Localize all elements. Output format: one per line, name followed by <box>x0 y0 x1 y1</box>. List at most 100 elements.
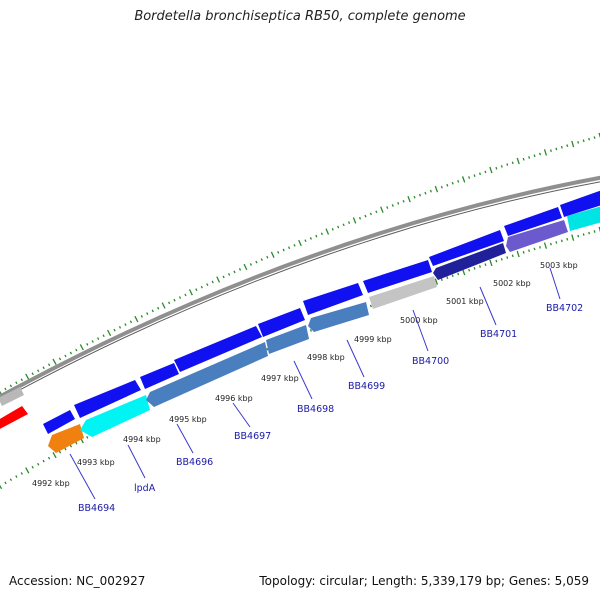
gene-feature-bb4696[interactable] <box>146 342 268 407</box>
outer-ring-tick <box>397 201 400 205</box>
gene-label-leaders <box>69 267 561 500</box>
kbp-label-4994: 4994 kbp <box>123 435 161 444</box>
outer-ring-tick <box>577 141 580 144</box>
inner-ring-tick <box>451 274 454 278</box>
gene-label-bb4700[interactable]: BB4700 <box>412 356 449 367</box>
gene-feature-bb4700[interactable] <box>433 243 506 280</box>
outer-ring-tick <box>418 193 422 197</box>
outer-ring-tick <box>566 144 569 147</box>
outer-ring-tick <box>4 387 7 391</box>
outer-ring-tick <box>478 172 482 176</box>
gene-feature-blue-7[interactable] <box>363 260 432 293</box>
gene-label-bb4694[interactable]: BB4694 <box>78 503 115 514</box>
outer-ring-tick <box>146 312 149 315</box>
inner-ring-tick <box>528 249 531 252</box>
outer-ring-tick <box>211 280 214 284</box>
kbp-label-4992: 4992 kbp <box>32 479 70 488</box>
outer-ring-tick <box>582 139 585 143</box>
inner-ring-tick <box>489 259 493 267</box>
outer-ring-tick <box>97 337 100 340</box>
genome-summary-text: Topology: circular; Length: 5,339,179 bp… <box>259 574 589 588</box>
kbp-label-5000: 5000 kbp <box>400 316 438 325</box>
inner-ring-tick <box>571 234 575 241</box>
leader-bb4697 <box>232 402 251 428</box>
outer-ring-tick <box>440 185 443 189</box>
inner-ring-tick <box>577 234 580 238</box>
kbp-label-4997: 4997 kbp <box>261 374 299 383</box>
gene-feature-blue-9[interactable] <box>504 207 562 236</box>
outer-ring-tick <box>124 323 127 326</box>
inner-ring-tick <box>31 465 34 469</box>
gene-feature-blue-4[interactable] <box>174 326 262 372</box>
inner-ring-tick <box>593 230 596 233</box>
outer-ring-tick <box>151 309 154 313</box>
gene-feature-bb4698[interactable] <box>308 302 369 332</box>
outer-ring-tick <box>277 251 280 254</box>
outer-ring-tick <box>457 179 460 183</box>
gene-feature-blue-10[interactable] <box>560 190 600 217</box>
gene-label-bb4698[interactable]: BB4698 <box>297 404 334 415</box>
gene-label-bb4702[interactable]: BB4702 <box>546 303 583 314</box>
backbone <box>0 175 600 402</box>
leader-bb4700 <box>412 309 429 352</box>
gene-feature-blue-3[interactable] <box>140 363 179 389</box>
inner-ring-tick <box>598 226 600 233</box>
outer-ring-tick <box>375 210 378 214</box>
outer-ring-tick <box>571 140 575 148</box>
outer-ring-tick <box>402 199 405 203</box>
gene-feature-blue-6[interactable] <box>303 283 363 315</box>
inner-ring-tick <box>566 237 569 241</box>
gene-feature-blue-1[interactable] <box>43 410 75 434</box>
outer-ring-tick <box>270 251 275 258</box>
gene-feature-bb4701[interactable] <box>506 220 568 252</box>
outer-ring-tick <box>358 216 362 220</box>
leader-bb4699 <box>346 339 365 378</box>
gene-feature-bb4702[interactable] <box>567 206 600 231</box>
outer-ring-tick <box>91 340 94 343</box>
gene-feature-bb4694[interactable] <box>48 424 84 453</box>
kbp-label-4995: 4995 kbp <box>169 415 207 424</box>
gene-feature-red-partial[interactable] <box>0 406 28 430</box>
outer-ring-tick <box>129 320 133 324</box>
inner-ring-tick <box>309 329 312 332</box>
outer-ring-tick <box>249 263 252 266</box>
gene-label-bb4696[interactable]: BB4696 <box>176 457 213 468</box>
inner-tick-ring <box>0 226 600 490</box>
inner-ring-tick <box>25 467 30 474</box>
outer-ring-tick <box>549 149 552 152</box>
gene-feature-blue-2[interactable] <box>74 380 141 418</box>
outer-ring-tick <box>588 137 591 141</box>
outer-ring-tick <box>255 260 258 264</box>
gene-label-bb4701[interactable]: BB4701 <box>480 329 517 340</box>
outer-ring-tick <box>434 185 439 193</box>
inner-ring-tick <box>266 347 269 351</box>
outer-ring-tick <box>325 228 330 235</box>
leader-bb4696 <box>176 423 194 454</box>
outer-ring-tick <box>9 384 13 388</box>
gene-feature-grey-partial[interactable] <box>0 387 24 406</box>
reverse-strand-genes <box>48 206 600 453</box>
backbone-shadow <box>0 181 600 402</box>
outer-ring-tick <box>555 147 558 151</box>
outer-ring-tick <box>342 223 345 227</box>
gene-feature-blue-8[interactable] <box>429 230 504 266</box>
gene-label-bb4697[interactable]: BB4697 <box>234 431 271 442</box>
outer-ring-tick <box>216 276 221 283</box>
outer-ring-tick <box>161 302 166 309</box>
inner-ring-tick <box>20 472 23 475</box>
gene-feature-bb4699[interactable] <box>369 276 437 309</box>
inner-ring-tick <box>37 462 40 466</box>
outer-ring-tick <box>228 273 231 276</box>
gene-label-bb4699[interactable]: BB4699 <box>348 381 385 392</box>
gene-feature-bb4697[interactable] <box>266 325 309 354</box>
gene-label-lpda[interactable]: lpdA <box>134 483 156 494</box>
gene-feature-lpda[interactable] <box>80 395 150 437</box>
outer-ring-tick <box>134 315 139 323</box>
inner-ring-tick <box>434 278 439 285</box>
outer-ring-tick <box>309 237 312 240</box>
outer-ring-tick <box>266 255 269 259</box>
outer-ring-tick <box>380 206 384 213</box>
kbp-label-5003: 5003 kbp <box>540 261 578 270</box>
gene-feature-blue-5[interactable] <box>258 308 305 337</box>
